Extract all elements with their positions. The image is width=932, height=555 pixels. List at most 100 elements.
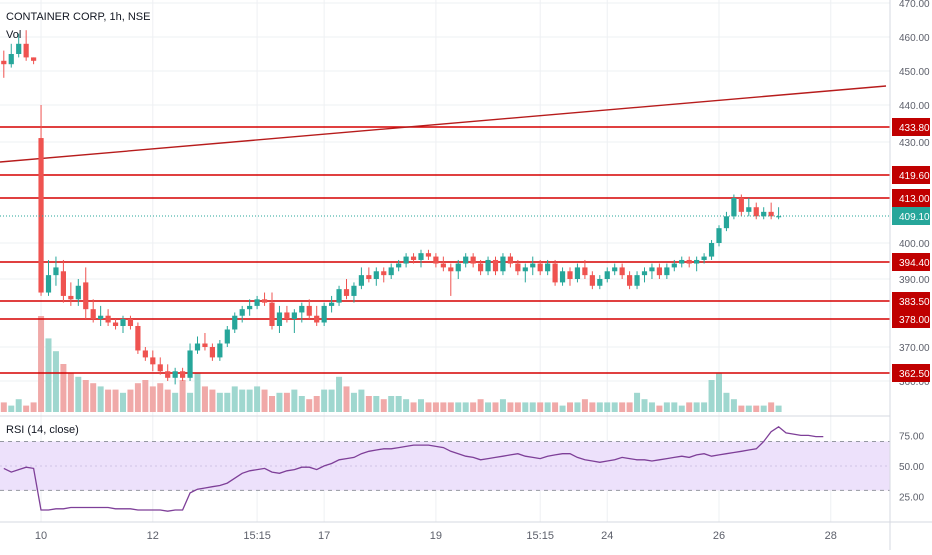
level-price-tag bbox=[892, 166, 930, 184]
candle-body bbox=[768, 211, 774, 217]
volume-bar bbox=[648, 402, 655, 412]
time-tick-label: 15:15 bbox=[526, 530, 554, 542]
candle-body bbox=[396, 263, 402, 268]
candle-body bbox=[463, 256, 469, 264]
volume-bar bbox=[663, 402, 670, 412]
volume-bar bbox=[507, 402, 514, 412]
candle-body bbox=[202, 343, 208, 347]
volume-bar bbox=[574, 402, 581, 412]
volume-bar bbox=[671, 402, 678, 412]
price-tick-label: 440.00 bbox=[899, 101, 930, 112]
candle-body bbox=[582, 267, 588, 276]
volume-bar bbox=[60, 364, 67, 412]
time-tick-label: 19 bbox=[430, 530, 442, 542]
volume-bar bbox=[298, 396, 305, 412]
volume-bar bbox=[559, 405, 566, 412]
volume-bar bbox=[0, 402, 7, 412]
volume-bar bbox=[380, 399, 387, 412]
volume-bar bbox=[760, 405, 767, 412]
level-price-text: 378.00 bbox=[899, 315, 930, 326]
candle-body bbox=[247, 305, 253, 310]
price-tick-label: 450.00 bbox=[899, 67, 930, 78]
volume-bar bbox=[365, 396, 372, 412]
rsi-tick-label: 25.00 bbox=[899, 493, 924, 504]
price-tick-label: 390.00 bbox=[899, 275, 930, 286]
volume-bar bbox=[75, 376, 82, 412]
candle-body bbox=[150, 357, 156, 365]
current-price-text: 409.10 bbox=[899, 212, 930, 223]
candle-body bbox=[589, 275, 595, 286]
candle-body bbox=[701, 256, 707, 260]
rsi-tick-label: 75.00 bbox=[899, 431, 924, 442]
candle-body bbox=[351, 285, 357, 296]
volume-bar bbox=[8, 405, 15, 412]
volume-bar bbox=[678, 405, 685, 412]
candle-body bbox=[209, 347, 215, 358]
candle-body bbox=[38, 138, 44, 293]
volume-bar bbox=[410, 402, 417, 412]
candle-body bbox=[634, 275, 640, 286]
candle-body bbox=[716, 228, 722, 243]
horizontal-levels[interactable] bbox=[0, 126, 890, 374]
volume-bars bbox=[0, 316, 782, 412]
level-price-text: 362.50 bbox=[899, 369, 930, 380]
volume-bar bbox=[52, 351, 59, 412]
trendline[interactable] bbox=[0, 85, 887, 163]
candle-body bbox=[612, 267, 618, 272]
level-price-text: 433.80 bbox=[899, 123, 930, 134]
volume-bar bbox=[604, 402, 611, 412]
candle-body bbox=[507, 256, 513, 264]
candle-body bbox=[761, 211, 767, 217]
candle-body bbox=[574, 267, 581, 279]
volume-bar bbox=[90, 383, 97, 412]
volume-bar bbox=[328, 389, 335, 412]
candle-body bbox=[366, 275, 372, 279]
candle-body bbox=[723, 216, 730, 229]
candle-body bbox=[75, 285, 81, 300]
volume-bar bbox=[149, 386, 156, 412]
candle-body bbox=[120, 319, 126, 326]
volume-bar bbox=[67, 373, 74, 412]
volume-bar bbox=[738, 405, 745, 412]
candle-body bbox=[16, 43, 22, 54]
volume-bar bbox=[544, 402, 551, 412]
volume-bar bbox=[112, 389, 119, 412]
rsi-pane[interactable] bbox=[0, 425, 890, 512]
volume-bar bbox=[485, 402, 492, 412]
volume-bar bbox=[343, 386, 350, 412]
volume-bar bbox=[187, 392, 194, 412]
candle-body bbox=[112, 322, 119, 326]
candle-body bbox=[448, 267, 454, 272]
volume-bar bbox=[529, 402, 536, 412]
price-tick-label: 430.00 bbox=[899, 138, 930, 149]
price-axis[interactable]: 470.00 460.00 450.00 440.00 430.00 400.00 390.… bbox=[899, 0, 930, 388]
candle-body bbox=[478, 263, 484, 272]
candle-body bbox=[656, 267, 662, 276]
volume-bar bbox=[120, 392, 126, 412]
volume-bar bbox=[254, 386, 261, 412]
level-price-tag bbox=[892, 189, 930, 207]
candle-body bbox=[224, 329, 230, 344]
time-axis[interactable]: 10 12 15:15 17 19 15:15 24 26 28 bbox=[35, 530, 837, 542]
level-price-tag bbox=[892, 118, 930, 136]
volume-bar bbox=[313, 396, 320, 412]
candlestick-series bbox=[1, 30, 782, 385]
candle-body bbox=[738, 198, 744, 212]
trendline-group[interactable] bbox=[0, 85, 887, 163]
price-tick-label: 460.00 bbox=[899, 33, 930, 44]
candle-body bbox=[105, 315, 111, 323]
time-tick-label: 12 bbox=[147, 530, 159, 542]
candle-body bbox=[284, 312, 290, 319]
volume-bar bbox=[447, 402, 454, 412]
rsi-axis[interactable]: 75.00 50.00 25.00 bbox=[899, 431, 924, 503]
candle-body bbox=[500, 256, 506, 272]
candle-body bbox=[619, 267, 625, 276]
volume-bar bbox=[753, 405, 760, 412]
level-price-tag bbox=[892, 310, 930, 328]
volume-bar bbox=[97, 386, 104, 412]
symbol-title: CONTAINER CORP, 1h, NSE bbox=[6, 11, 150, 23]
candle-body bbox=[746, 207, 752, 212]
level-price-text: 383.50 bbox=[899, 297, 930, 308]
